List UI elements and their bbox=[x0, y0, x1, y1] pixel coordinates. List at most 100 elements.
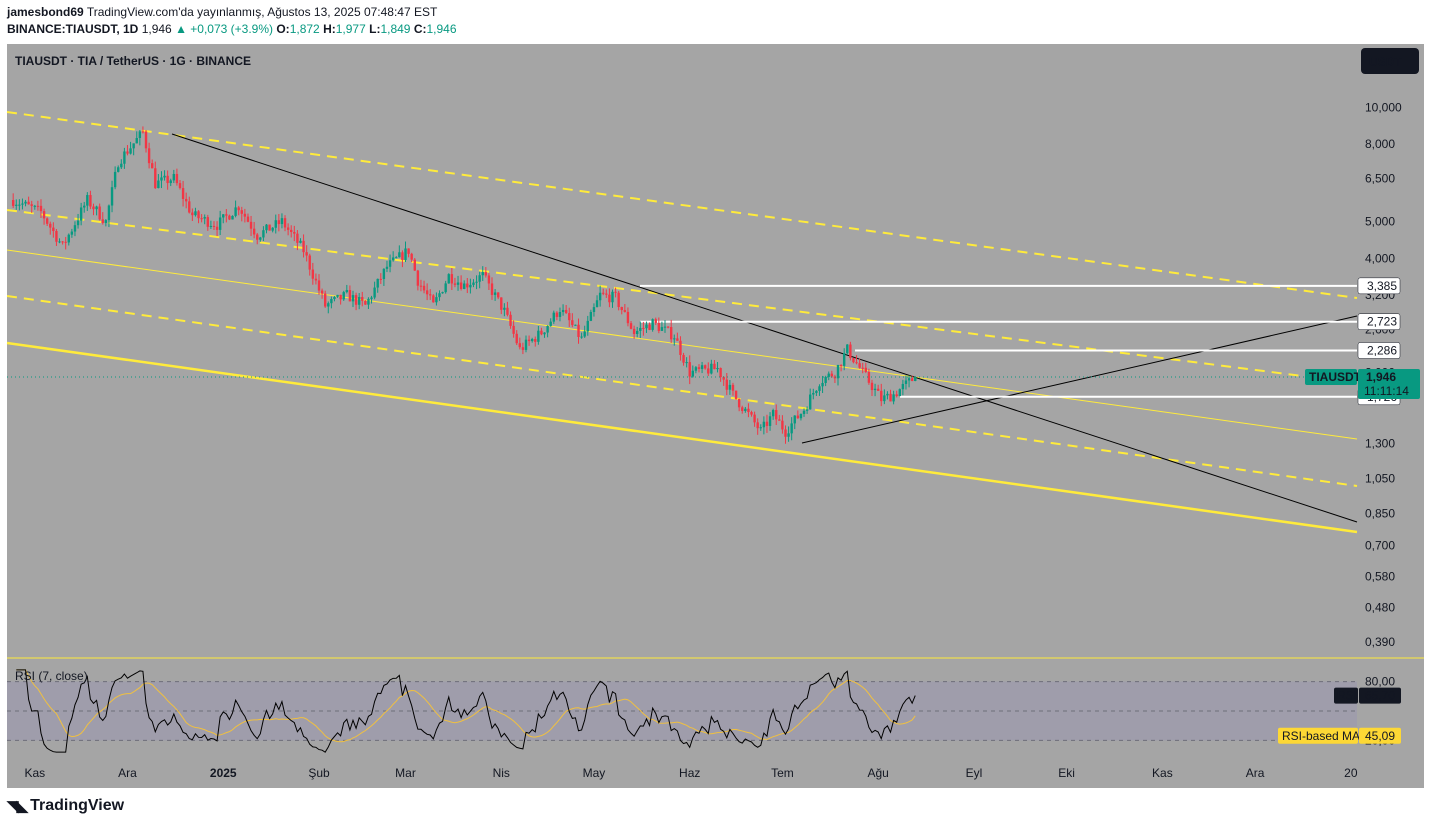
candle-body bbox=[775, 410, 778, 420]
rsi-ma-name-label: RSI-based MA bbox=[1282, 729, 1360, 743]
candle-body bbox=[150, 163, 154, 169]
candle-body bbox=[305, 252, 308, 256]
candle-body bbox=[413, 259, 416, 271]
candle-body bbox=[895, 394, 898, 397]
candle-body bbox=[762, 421, 766, 428]
candle-body bbox=[357, 297, 361, 305]
y-tick-label: 1,050 bbox=[1365, 472, 1395, 486]
candle-body bbox=[259, 237, 262, 240]
candle-body bbox=[842, 353, 846, 366]
tradingview-logo[interactable]: ◥◣ TradingView bbox=[7, 797, 124, 815]
candle-body bbox=[469, 284, 472, 288]
candle-body bbox=[169, 180, 172, 184]
candle-body bbox=[271, 227, 274, 231]
candle-body bbox=[685, 362, 688, 364]
candle-body bbox=[846, 344, 849, 354]
y-tick-label: 0,700 bbox=[1365, 538, 1395, 552]
candle-body bbox=[598, 292, 602, 301]
candle-body bbox=[64, 241, 67, 243]
candle-body bbox=[889, 393, 892, 402]
candle-body bbox=[626, 311, 630, 324]
candle-body bbox=[395, 257, 398, 259]
candle-body bbox=[11, 200, 15, 206]
candle-body bbox=[527, 339, 531, 342]
candle-body bbox=[342, 292, 345, 300]
x-tick-label: Tem bbox=[771, 766, 794, 780]
candle-body bbox=[589, 311, 593, 321]
candle-body bbox=[67, 234, 70, 243]
candle-body bbox=[101, 219, 104, 223]
channel-line-1 bbox=[6, 111, 1358, 299]
candle-body bbox=[855, 362, 858, 364]
candle-body bbox=[286, 227, 290, 230]
rsi-ma-value-label: 45,09 bbox=[1365, 729, 1395, 743]
close-value: 1,946 bbox=[426, 22, 457, 36]
candle-body bbox=[459, 282, 463, 289]
candle-body bbox=[666, 326, 670, 328]
candle-body bbox=[453, 283, 457, 285]
candle-body bbox=[809, 394, 812, 410]
candle-body bbox=[18, 204, 21, 206]
candle-body bbox=[518, 343, 522, 348]
candle-body bbox=[571, 320, 574, 326]
candle-body bbox=[812, 392, 815, 395]
chart-area[interactable] bbox=[7, 44, 1424, 788]
symbol-timeframe: BINANCE:TIAUSDT, 1D bbox=[7, 22, 139, 36]
candle-body bbox=[463, 283, 466, 289]
candle-body bbox=[651, 319, 654, 330]
symbol-badge bbox=[1305, 369, 1357, 386]
y-tick-label: 4,000 bbox=[1365, 251, 1395, 265]
currency-button[interactable] bbox=[1361, 48, 1419, 74]
candle-body bbox=[787, 433, 790, 437]
candle-body bbox=[345, 290, 349, 293]
candle-body bbox=[475, 281, 478, 283]
x-tick-label: Mar bbox=[395, 766, 416, 780]
candle-body bbox=[256, 234, 259, 240]
candle-body bbox=[218, 217, 222, 230]
rsi-title: RSI (7, close) bbox=[15, 669, 88, 683]
candle-body bbox=[290, 229, 293, 233]
candle-body bbox=[327, 303, 330, 307]
candle-body bbox=[157, 180, 160, 189]
candle-body bbox=[697, 367, 701, 369]
chart-legend-title: TIAUSDT · TIA / TetherUS · 1G · BINANCE bbox=[15, 54, 251, 68]
channel-line-5 bbox=[6, 341, 1358, 534]
candle-body bbox=[450, 274, 454, 284]
candle-body bbox=[799, 413, 803, 419]
candle-body bbox=[376, 278, 379, 288]
candle-body bbox=[24, 201, 27, 204]
candle-body bbox=[36, 205, 40, 207]
candle-body bbox=[886, 393, 889, 396]
candle-body bbox=[642, 327, 645, 329]
candle-body bbox=[336, 294, 339, 297]
candle-body bbox=[61, 241, 64, 243]
x-tick-label: Kas bbox=[24, 766, 45, 780]
candle-body bbox=[623, 310, 627, 312]
candle-body bbox=[691, 370, 695, 377]
high-label: H: bbox=[323, 22, 336, 36]
x-tick-label: Eki bbox=[1058, 766, 1075, 780]
rsi-ma-line bbox=[16, 669, 916, 743]
candle-body bbox=[45, 218, 49, 224]
candle-body bbox=[564, 309, 568, 314]
candle-body bbox=[410, 253, 413, 260]
symbol-badge-label: TIAUSDT bbox=[1309, 370, 1362, 384]
candle-body bbox=[268, 224, 271, 231]
candle-body bbox=[629, 323, 633, 329]
candle-body bbox=[768, 416, 772, 426]
x-tick-label: Şub bbox=[308, 766, 330, 780]
y-tick-label: 0,390 bbox=[1365, 635, 1395, 649]
candle-body bbox=[802, 410, 806, 414]
candle-body bbox=[296, 233, 299, 243]
level-label-box bbox=[1357, 313, 1401, 330]
candle-body bbox=[154, 168, 157, 189]
author-name[interactable]: jamesbond69 bbox=[7, 5, 84, 19]
candle-body bbox=[731, 384, 735, 391]
candle-body bbox=[611, 291, 614, 303]
candle-body bbox=[308, 255, 311, 270]
candle-body bbox=[252, 228, 256, 235]
candle-body bbox=[910, 378, 914, 381]
candle-body bbox=[277, 220, 281, 225]
candle-body bbox=[113, 171, 117, 188]
